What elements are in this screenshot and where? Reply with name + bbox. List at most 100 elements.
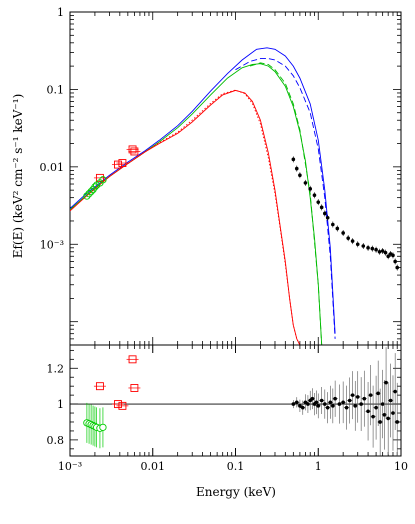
optical-point [128, 145, 137, 154]
xray-point [350, 239, 355, 243]
ratio-xray-point [355, 395, 360, 399]
y-tick-label: 0.1 [47, 83, 65, 96]
xray-point [361, 244, 366, 248]
ratio-xray-point [371, 414, 375, 419]
xray-point [319, 205, 324, 210]
xray-point [370, 246, 375, 251]
ratio-optical-point [128, 355, 137, 364]
uv-point [91, 183, 99, 191]
ratio-optical-points [93, 355, 141, 410]
optical-point [114, 160, 122, 169]
optical-point [118, 159, 127, 167]
ratio-xray-point [306, 402, 310, 406]
xray-point [331, 222, 335, 227]
model-curve-total [70, 47, 336, 334]
x-tick-label: 10⁻³ [58, 460, 82, 473]
xray-point [323, 211, 327, 216]
ratio-xray-point [366, 409, 370, 414]
ratio-optical-point [130, 384, 139, 392]
xray-point [346, 236, 350, 240]
xray-point [291, 157, 296, 162]
ratio-xray-point [328, 400, 333, 405]
ratio-xray-point [382, 413, 387, 417]
ratio-xray-point [303, 400, 308, 405]
model-curve-low_dotted [127, 89, 301, 345]
xray-point [391, 253, 395, 258]
xray-points [291, 156, 400, 271]
x-tick-label: 0.01 [141, 460, 166, 473]
xray-point [294, 166, 299, 171]
xray-point [308, 187, 313, 191]
ratio-xray-point [333, 396, 337, 401]
uv-point [87, 187, 95, 196]
ratio-xray-point [386, 416, 390, 421]
xray-point [335, 226, 340, 231]
y-tick-label: 10⁻³ [40, 238, 64, 251]
ratio-xray-point [376, 391, 380, 396]
ratio-xray-point [323, 402, 327, 406]
y-tick-label: 0.01 [40, 161, 65, 174]
y-axis-label: Ef(E) (keV² cm⁻² s⁻¹ keV⁻¹) [11, 94, 25, 259]
xray-point [298, 173, 302, 178]
ratio-xray-point [362, 396, 367, 401]
y-tick-label: 1.2 [47, 362, 65, 375]
ratio-xray-point [291, 402, 296, 406]
model-curve-low [70, 89, 301, 345]
xray-point [377, 249, 382, 254]
ratio-xray-point [298, 404, 302, 408]
ratio-xray-point [374, 405, 378, 410]
x-tick-label: 1 [315, 460, 322, 473]
model-curve-total_dashed [235, 58, 336, 339]
x-tick-label: 0.1 [227, 460, 245, 473]
ratio-xray-point [294, 400, 299, 405]
ratio-xray-point [325, 405, 330, 410]
ratio-xray-points [290, 347, 400, 456]
ratio-xray-point [388, 398, 393, 403]
x-axis-label: Energy (keV) [196, 485, 276, 499]
y-tick-label: 1 [57, 398, 64, 411]
ratio-xray-point [331, 404, 335, 408]
uv-point [99, 176, 107, 184]
ratio-xray-point [350, 393, 355, 397]
ratio-uv-point [99, 423, 107, 432]
xray-point [341, 231, 345, 235]
uv-point [83, 192, 91, 200]
ratio-xray-point [378, 420, 382, 424]
model-curves [70, 47, 336, 345]
ratio-uv-points [83, 402, 107, 449]
ratio-xray-point [384, 380, 388, 385]
ratio-panel: 10⁻³ 0.01 0.1 1 10 1.2 1 0.8 [47, 344, 408, 473]
ratio-xray-point [353, 404, 358, 408]
ratio-xray-point [341, 400, 345, 405]
spectrum-panel: 1 0.1 0.01 10⁻³ [40, 6, 402, 346]
ratio-xray-point [359, 402, 363, 406]
optical-points [93, 145, 141, 182]
ratio-xray-point [380, 402, 385, 406]
model-curve-mid_dashed [249, 62, 323, 345]
optical-point [130, 147, 139, 156]
xray-point [366, 246, 370, 250]
xray-point [355, 242, 360, 247]
xray-point [395, 265, 400, 270]
ratio-xray-point [337, 402, 342, 406]
uv-point [85, 190, 93, 198]
x-tick-label: 10 [394, 460, 408, 473]
ratio-xray-point [393, 389, 397, 394]
ratio-xray-point [344, 405, 349, 410]
xray-point [383, 250, 388, 255]
ratio-xray-point [395, 420, 400, 424]
xray-point [312, 193, 317, 198]
spectrum-frame [69, 11, 402, 346]
xray-point [374, 247, 378, 252]
ratio-xray-point [316, 404, 321, 408]
ratio-xray-point [310, 396, 315, 401]
y-tick-label: 0.8 [47, 434, 65, 447]
y-tick-label: 1 [57, 6, 64, 19]
ratio-xray-point [300, 405, 305, 410]
xray-point [380, 249, 385, 253]
xray-point [393, 259, 397, 264]
xray-point [316, 200, 321, 204]
ratio-optical-point [114, 400, 122, 409]
ratio-xray-point [368, 393, 373, 397]
xray-point [325, 215, 330, 220]
